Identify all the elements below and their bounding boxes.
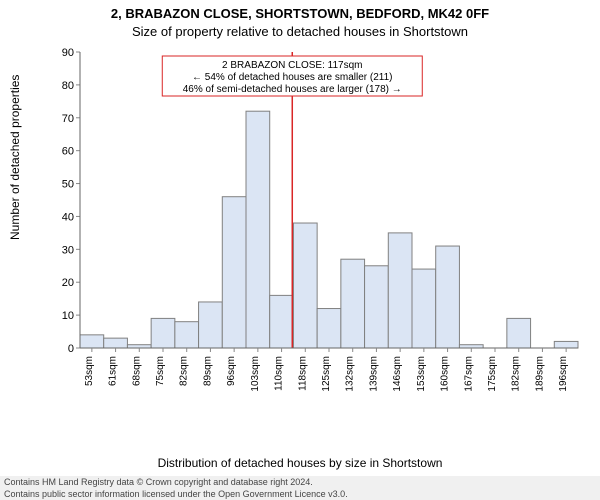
svg-text:146sqm: 146sqm [392, 356, 403, 392]
svg-text:70: 70 [62, 113, 74, 125]
histogram-bar [507, 318, 531, 348]
svg-text:175sqm: 175sqm [487, 356, 498, 392]
svg-text:53sqm: 53sqm [84, 356, 95, 386]
x-axis-label: Distribution of detached houses by size … [0, 456, 600, 470]
svg-text:0: 0 [68, 343, 74, 355]
page-subtitle: Size of property relative to detached ho… [0, 24, 600, 39]
svg-text:75sqm: 75sqm [155, 356, 166, 386]
y-axis-label: Number of detached properties [8, 75, 22, 240]
histogram-bar [554, 341, 578, 348]
svg-text:189sqm: 189sqm [534, 356, 545, 392]
svg-text:90: 90 [62, 48, 74, 59]
svg-text:50: 50 [62, 179, 74, 191]
histogram-bar [104, 338, 128, 348]
histogram-bar [80, 335, 104, 348]
annotation-line: ← 54% of detached houses are smaller (21… [192, 72, 392, 83]
annotation-line: 2 BRABAZON CLOSE: 117sqm [222, 60, 362, 71]
footer-line-2: Contains public sector information licen… [4, 488, 596, 500]
svg-text:139sqm: 139sqm [368, 356, 379, 392]
histogram-bar [222, 197, 246, 348]
histogram-bar [412, 269, 436, 348]
svg-text:153sqm: 153sqm [416, 356, 427, 392]
annotation-line: 46% of semi-detached houses are larger (… [183, 84, 402, 95]
svg-text:182sqm: 182sqm [511, 356, 522, 392]
svg-text:196sqm: 196sqm [558, 356, 569, 392]
histogram-bar [341, 259, 365, 348]
svg-text:132sqm: 132sqm [345, 356, 356, 392]
svg-text:96sqm: 96sqm [226, 356, 237, 386]
page-address: 2, BRABAZON CLOSE, SHORTSTOWN, BEDFORD, … [0, 6, 600, 21]
histogram-chart: 0 10 20 30 40 50 60 70 80 90 53sqm 61sqm 68sqm 75sqm… [52, 48, 582, 398]
svg-text:160sqm: 160sqm [440, 356, 451, 392]
histogram-bar [365, 266, 389, 348]
svg-text:103sqm: 103sqm [250, 356, 261, 392]
svg-text:40: 40 [62, 211, 74, 223]
svg-text:82sqm: 82sqm [179, 356, 190, 386]
svg-text:125sqm: 125sqm [321, 356, 332, 392]
footer-line-1: Contains HM Land Registry data © Crown c… [4, 476, 596, 488]
histogram-bar [317, 309, 341, 348]
svg-text:118sqm: 118sqm [297, 356, 308, 391]
svg-text:20: 20 [62, 277, 74, 289]
histogram-bar [246, 111, 270, 348]
svg-text:80: 80 [62, 80, 74, 92]
svg-text:89sqm: 89sqm [202, 356, 213, 386]
footer: Contains HM Land Registry data © Crown c… [0, 476, 600, 500]
histogram-bar [175, 322, 199, 348]
svg-text:110sqm: 110sqm [274, 356, 285, 391]
svg-text:30: 30 [62, 244, 74, 256]
svg-text:60: 60 [62, 146, 74, 158]
histogram-bar [151, 318, 175, 348]
histogram-bar [388, 233, 412, 348]
svg-text:61sqm: 61sqm [108, 356, 119, 386]
svg-text:167sqm: 167sqm [463, 356, 474, 392]
svg-text:10: 10 [62, 310, 74, 322]
histogram-bar [293, 223, 317, 348]
histogram-bar [436, 246, 460, 348]
histogram-bar [270, 295, 294, 348]
svg-text:68sqm: 68sqm [131, 356, 142, 386]
histogram-bar [199, 302, 223, 348]
